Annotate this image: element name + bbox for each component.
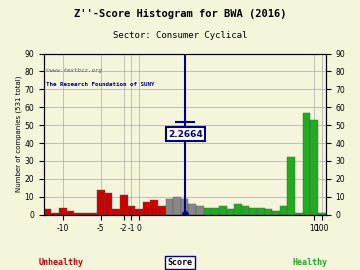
Text: Sector: Consumer Cyclical: Sector: Consumer Cyclical [113,31,247,40]
Bar [44,209,51,215]
Bar [89,213,97,215]
Bar [188,204,196,215]
Bar [173,197,181,215]
Bar [219,206,226,215]
Bar [280,206,287,215]
Bar [67,211,74,215]
Bar [181,198,188,215]
Bar [234,204,242,215]
Text: The Research Foundation of SUNY: The Research Foundation of SUNY [46,82,154,87]
Bar [257,208,265,215]
Y-axis label: Number of companies (531 total): Number of companies (531 total) [15,76,22,193]
Bar [204,208,211,215]
Bar [158,206,166,215]
Bar [249,208,257,215]
Bar [272,211,280,215]
Bar [82,213,89,215]
Bar [74,213,82,215]
Bar [150,200,158,215]
Text: Z''-Score Histogram for BWA (2016): Z''-Score Histogram for BWA (2016) [74,9,286,19]
Bar [211,208,219,215]
Bar [120,195,127,215]
Bar [318,213,325,215]
Bar [265,209,272,215]
Bar [51,213,59,215]
Bar [287,157,295,215]
Bar [97,190,105,215]
Bar [303,113,310,215]
Bar [295,213,303,215]
Bar [226,209,234,215]
Bar [59,208,67,215]
Bar [105,193,112,215]
Text: ©www.textbiz.org: ©www.textbiz.org [46,68,102,73]
Text: Score: Score [167,258,193,267]
Bar [143,202,150,215]
Bar [196,206,204,215]
Text: 2.2664: 2.2664 [168,130,203,139]
Text: Healthy: Healthy [292,258,327,267]
Bar [310,120,318,215]
Bar [242,206,249,215]
Bar [127,206,135,215]
Bar [166,198,173,215]
Bar [135,209,143,215]
Text: Unhealthy: Unhealthy [39,258,84,267]
Bar [112,209,120,215]
